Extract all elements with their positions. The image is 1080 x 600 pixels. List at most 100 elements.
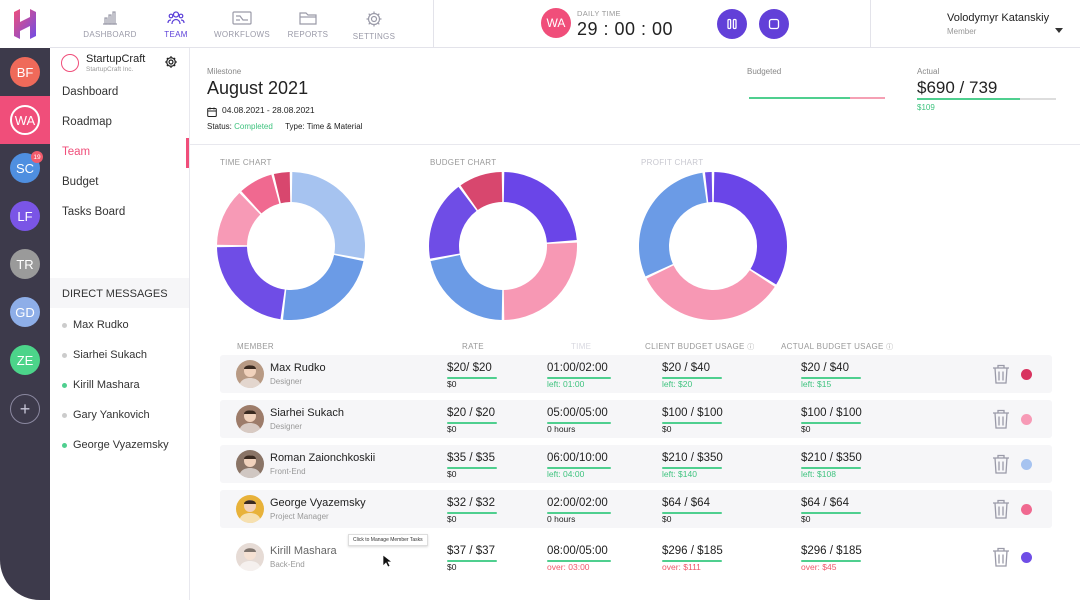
folder-icon bbox=[299, 12, 317, 25]
nav-team-label: TEAM bbox=[164, 30, 188, 39]
delete-member-button[interactable] bbox=[992, 454, 1010, 479]
actual-budget-bar bbox=[801, 512, 861, 514]
pause-button[interactable] bbox=[717, 9, 747, 39]
workspace-avatar[interactable]: BF bbox=[10, 57, 40, 87]
delete-member-button[interactable] bbox=[992, 499, 1010, 524]
stop-icon bbox=[768, 18, 780, 30]
dm-item[interactable]: Max Rudko bbox=[62, 319, 129, 331]
rate-bar bbox=[447, 467, 497, 469]
caret-down-icon[interactable] bbox=[1055, 20, 1063, 38]
table-row[interactable]: Max Rudko Designer $20/ $20 $0 01:00/02:00 le… bbox=[220, 355, 1052, 393]
add-workspace-button[interactable]: + bbox=[10, 394, 40, 424]
project-name: StartupCraft bbox=[86, 53, 146, 65]
nav-workflows[interactable]: WORKFLOWS bbox=[212, 10, 272, 39]
project-settings-button[interactable] bbox=[164, 55, 178, 74]
delete-member-button[interactable] bbox=[992, 409, 1010, 434]
col-client-budget: CLIENT BUDGET USAGE ⓘ bbox=[645, 342, 755, 352]
nav-reports[interactable]: REPORTS bbox=[278, 10, 338, 39]
info-icon[interactable]: ⓘ bbox=[747, 344, 755, 351]
table-row[interactable]: Kirill Mashara Back-End $37 / $37 $0 08:00/0… bbox=[220, 538, 1052, 576]
workspace-avatar[interactable]: SC bbox=[10, 153, 40, 183]
time-value: 01:00/02:00 bbox=[547, 362, 608, 374]
timer-value: 29 : 00 : 00 bbox=[577, 19, 674, 39]
nav-dashboard[interactable]: DASHBOARD bbox=[80, 10, 140, 39]
client-budget-bar bbox=[662, 512, 722, 514]
member-name[interactable]: Siarhei Sukach bbox=[270, 407, 344, 419]
nav-settings[interactable]: SETTINGS bbox=[344, 10, 404, 41]
rate-value: $32 / $32 bbox=[447, 497, 495, 509]
actual-budget-sub: $0 bbox=[801, 514, 811, 524]
col-actual-budget: ACTUAL BUDGET USAGE ⓘ bbox=[781, 342, 893, 352]
status-dot bbox=[62, 382, 67, 388]
member-name[interactable]: Roman Zaionchkoskii bbox=[270, 452, 376, 464]
workspace-avatar[interactable]: TR bbox=[10, 249, 40, 279]
time-bar bbox=[547, 422, 611, 424]
donut-segment bbox=[639, 172, 707, 277]
nav-team[interactable]: TEAM bbox=[146, 10, 206, 39]
profit-donut-chart bbox=[639, 172, 787, 320]
time-bar bbox=[547, 560, 611, 562]
app-logo[interactable] bbox=[0, 0, 50, 48]
dm-name: Siarhei Sukach bbox=[73, 349, 147, 361]
table-row[interactable]: Roman Zaionchkoskii Front-End $35 / $35 $0 0… bbox=[220, 445, 1052, 483]
actual-budget-sub: left: $15 bbox=[801, 379, 832, 389]
member-name[interactable]: George Vyazemsky bbox=[270, 497, 366, 509]
delete-member-button[interactable] bbox=[992, 364, 1010, 389]
rate-sub: $0 bbox=[447, 562, 457, 572]
workspace-avatar[interactable]: ZE bbox=[10, 345, 40, 375]
actual-sub: $109 bbox=[917, 103, 935, 112]
workspace-avatar[interactable]: LF bbox=[10, 201, 40, 231]
delete-member-button[interactable] bbox=[992, 547, 1010, 572]
actual-label: Actual bbox=[917, 67, 940, 76]
member-name[interactable]: Kirill Mashara bbox=[270, 545, 337, 557]
actual-budget-sub: left: $108 bbox=[801, 469, 836, 479]
table-row[interactable]: George Vyazemsky Project Manager $32 / $32… bbox=[220, 490, 1052, 528]
dm-item[interactable]: Gary Yankovich bbox=[62, 409, 150, 421]
menu-roadmap[interactable]: Roadmap bbox=[62, 116, 112, 128]
client-budget-bar bbox=[662, 467, 722, 469]
dm-item[interactable]: George Vyazemsky bbox=[62, 439, 169, 451]
donut-segment bbox=[273, 172, 291, 204]
avatar bbox=[236, 543, 264, 571]
timer-label: DAILY TIME bbox=[577, 9, 621, 18]
rate-sub: $0 bbox=[447, 379, 457, 389]
dm-item[interactable]: Siarhei Sukach bbox=[62, 349, 147, 361]
menu-budget[interactable]: Budget bbox=[62, 176, 99, 188]
client-budget-bar bbox=[662, 377, 722, 379]
menu-tasks-board[interactable]: Tasks Board bbox=[62, 206, 126, 218]
time-sub: 0 hours bbox=[547, 424, 576, 434]
budget-donut-chart bbox=[429, 172, 577, 320]
client-budget-sub: left: $140 bbox=[662, 469, 697, 479]
actual-budget-value: $296 / $185 bbox=[801, 545, 862, 557]
menu-dashboard[interactable]: Dashboard bbox=[62, 86, 119, 98]
table-row[interactable]: Siarhei Sukach Designer $20 / $20 $0 05:00/0… bbox=[220, 400, 1052, 438]
trash-icon bbox=[993, 547, 1009, 567]
client-budget-value: $20 / $40 bbox=[662, 362, 710, 374]
menu-team[interactable]: Team bbox=[62, 146, 91, 158]
time-value: 08:00/05:00 bbox=[547, 545, 608, 557]
gear-icon bbox=[165, 56, 177, 68]
dm-item[interactable]: Kirill Mashara bbox=[62, 379, 140, 391]
dm-name: Gary Yankovich bbox=[73, 409, 150, 421]
time-value: 06:00/10:00 bbox=[547, 452, 608, 464]
trash-icon bbox=[993, 364, 1009, 384]
member-name[interactable]: Max Rudko bbox=[270, 362, 326, 374]
budgeted-label: Budgeted bbox=[747, 67, 782, 76]
nav-reports-label: REPORTS bbox=[287, 30, 329, 39]
member-color-dot bbox=[1021, 504, 1032, 515]
gear-icon bbox=[366, 11, 382, 27]
info-icon[interactable]: ⓘ bbox=[886, 344, 894, 351]
actual-value: $690 / 739 bbox=[917, 78, 998, 97]
status-dot bbox=[62, 442, 67, 448]
time-sub: 0 hours bbox=[547, 514, 576, 524]
workspace-avatar[interactable]: WA bbox=[10, 105, 40, 135]
rate-bar bbox=[447, 422, 497, 424]
stop-button[interactable] bbox=[759, 9, 789, 39]
avatar bbox=[236, 495, 264, 523]
timer-avatar: WA bbox=[541, 8, 571, 38]
time-sub: left: 04:00 bbox=[547, 469, 585, 479]
milestone-dates: 04.08.2021 - 28.08.2021 bbox=[222, 105, 315, 115]
actual-budget-value: $20 / $40 bbox=[801, 362, 849, 374]
user-name[interactable]: Volodymyr Katanskiy bbox=[947, 12, 1050, 24]
workspace-avatar[interactable]: GD bbox=[10, 297, 40, 327]
